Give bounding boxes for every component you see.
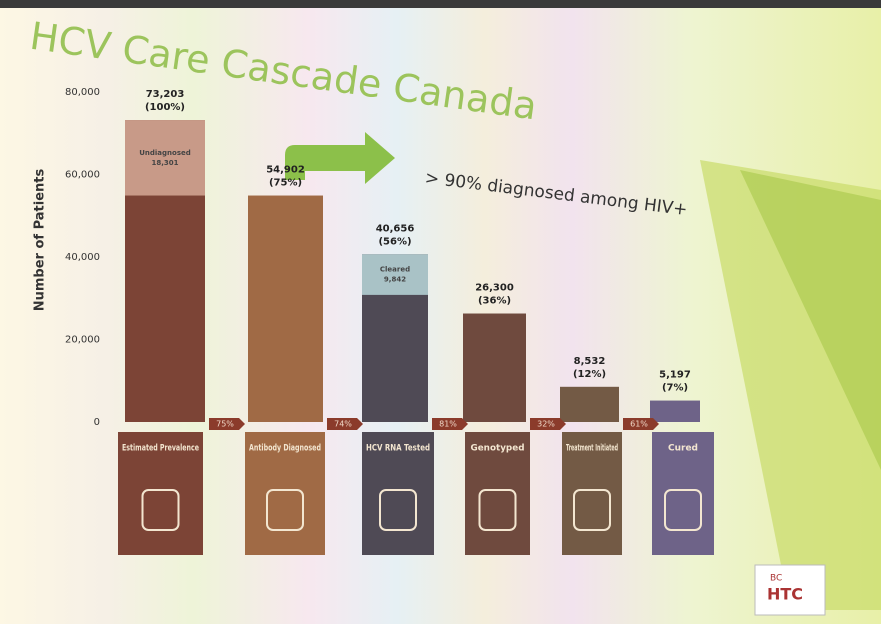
step-tag xyxy=(623,418,659,430)
value-label: 40,656 xyxy=(376,223,415,234)
category-icon xyxy=(379,489,417,531)
logo-box xyxy=(754,564,826,616)
percent-label: (75%) xyxy=(269,178,302,189)
percent-label: (100%) xyxy=(145,102,185,113)
y-tick-label: 80,000 xyxy=(65,87,100,98)
value-label: 8,532 xyxy=(574,356,606,367)
step-tag xyxy=(530,418,566,430)
value-label: 26,300 xyxy=(475,283,514,294)
value-label: 54,902 xyxy=(266,165,305,176)
segment-label: 9,842 xyxy=(384,276,406,284)
step-label: 75% xyxy=(216,420,234,429)
step-tag xyxy=(327,418,363,430)
category-icon xyxy=(664,489,702,531)
category-icon xyxy=(478,489,517,531)
bar-segment xyxy=(362,254,428,295)
logo-text: HTC xyxy=(767,585,803,604)
step-label: 81% xyxy=(439,420,457,429)
category-label: HCV RNA Tested xyxy=(366,444,430,454)
y-tick-label: 0 xyxy=(94,417,100,428)
logo-text: BC xyxy=(770,574,782,584)
category-box xyxy=(652,432,714,555)
y-tick-label: 40,000 xyxy=(65,252,100,263)
percent-label: (7%) xyxy=(662,383,688,394)
category-label: Antibody Diagnosed xyxy=(249,444,321,454)
percent-label: (12%) xyxy=(573,369,606,380)
category-icon xyxy=(141,489,180,531)
y-tick-label: 20,000 xyxy=(65,335,100,346)
bar xyxy=(650,400,700,422)
category-box xyxy=(118,432,203,555)
value-label: 73,203 xyxy=(146,89,185,100)
category-icon xyxy=(573,489,611,531)
value-label: 5,197 xyxy=(659,370,691,381)
ceiling xyxy=(0,0,881,8)
category-box xyxy=(465,432,530,555)
y-tick-label: 60,000 xyxy=(65,170,100,181)
category-box xyxy=(245,432,325,555)
bar xyxy=(560,386,619,422)
category-label: Estimated Prevalence xyxy=(122,444,199,454)
category-icon xyxy=(266,489,304,531)
logo: BC HTC xyxy=(754,564,826,616)
bar xyxy=(463,313,526,422)
bar xyxy=(248,195,323,422)
step-tag xyxy=(432,418,468,430)
category-label: Treatment Initiated xyxy=(566,444,618,454)
arrow-icon xyxy=(285,132,395,184)
step-label: 74% xyxy=(334,420,352,429)
step-tag xyxy=(209,418,245,430)
decor-triangle xyxy=(740,170,881,470)
category-label: Genotyped xyxy=(471,444,525,454)
percent-label: (36%) xyxy=(478,296,511,307)
y-axis-label: Number of Patients xyxy=(33,168,48,311)
category-box xyxy=(362,432,434,555)
segment-name: Undiagnosed xyxy=(139,149,191,157)
category-label: Cured xyxy=(668,444,698,454)
step-label: 32% xyxy=(537,420,555,429)
percent-label: (56%) xyxy=(378,236,411,247)
bar-segment xyxy=(125,120,205,196)
category-box xyxy=(562,432,622,555)
segment-label: 18,301 xyxy=(151,159,178,167)
step-label: 61% xyxy=(630,420,648,429)
segment-name: Cleared xyxy=(380,266,410,274)
